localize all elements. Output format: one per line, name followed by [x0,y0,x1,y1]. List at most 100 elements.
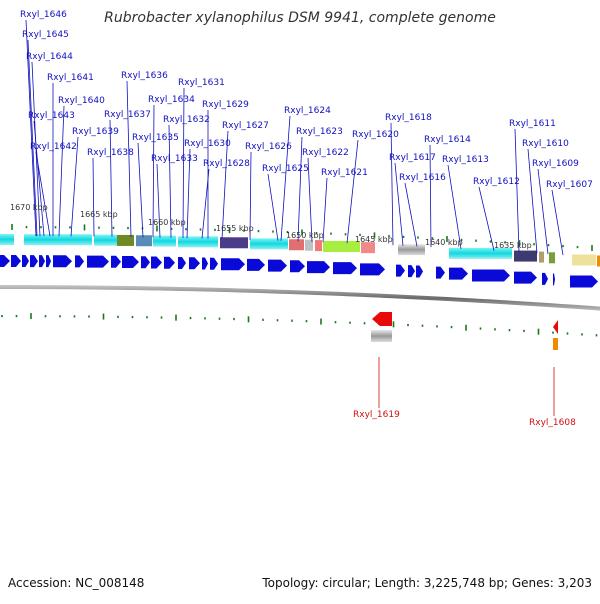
forward-gene-label: Rxyl_1645 [22,30,69,40]
gene-leader-line [109,119,113,237]
forward-gene-arrow [210,257,218,270]
gene-leader-line [35,151,51,237]
cog-category-bar [315,240,322,252]
scale-tick [349,321,351,324]
cog-category-bar [572,254,596,266]
gene-leader-line [25,19,37,237]
scale-tick [363,322,366,325]
reverse-gene-label: Rxyl_1619 [353,410,400,420]
scale-tick [508,329,511,332]
gene-leader-line [527,148,538,254]
gene-leader-line [322,177,328,243]
forward-gene-label: Rxyl_1609 [532,159,579,169]
scale-tick [465,324,467,331]
scale-tick [127,226,129,230]
scale-tick [276,319,279,322]
scale-tick [30,313,32,320]
forward-gene-label: Rxyl_1635 [132,133,179,143]
cog-category-bar [305,239,313,251]
scale-tick [272,230,274,233]
scale-tick [547,244,550,247]
reverse-gene-label: Rxyl_1608 [529,418,576,428]
cog-category-bar [361,242,375,254]
cog-category-bar [289,239,304,251]
scale-tick [494,328,496,331]
scale-tick [102,313,105,320]
scale-tick [189,316,192,320]
gene-leader-line [168,124,172,238]
scale-tick [218,317,221,320]
gene-leader-line [537,168,549,255]
reverse-gene-arrow [372,312,392,326]
scale-tick [446,235,448,242]
gene-leader-line [182,87,185,239]
forward-gene-label: Rxyl_1642 [30,142,77,152]
forward-gene-arrow [408,265,415,278]
forward-gene-arrow [53,255,72,268]
forward-gene-arrow [111,255,121,268]
gene-leader-line [346,139,359,244]
scale-tick [417,236,419,239]
forward-gene-label: Rxyl_1630 [184,139,231,149]
gene-leader-line [33,120,45,237]
accession-label: Accession: NC_008148 [8,576,145,590]
forward-gene-arrow [178,256,186,269]
scale-tick [392,321,395,328]
forward-gene-arrow [22,255,29,268]
kbp-tick-label: 1645 kbp [355,235,393,244]
scale-tick [69,226,71,229]
forward-gene-label: Rxyl_1607 [546,180,593,190]
forward-gene-arrow [449,267,468,280]
forward-gene-label: Rxyl_1637 [104,110,151,120]
forward-gene-label: Rxyl_1633 [151,154,198,164]
scale-tick [436,325,438,328]
scale-tick [533,243,535,246]
forward-gene-label: Rxyl_1622 [302,148,349,158]
gene-leader-line [447,164,462,249]
scale-tick [117,315,119,318]
cog-category-bar [323,240,360,252]
cog-category-bar [153,235,176,247]
cog-category-bar [549,252,555,264]
scale-tick [11,224,13,231]
cog-category-bar [24,234,92,246]
gene-leader-line [249,151,252,240]
topology-label: Topology: circular; Length: 3,225,748 bp… [262,576,592,590]
scale-tick [305,320,308,323]
forward-gene-label: Rxyl_1626 [245,142,292,152]
forward-gene-label: Rxyl_1646 [20,10,67,20]
gene-leader-line [478,186,495,251]
scale-tick [552,331,554,334]
scale-tick [160,316,163,319]
forward-gene-arrow [11,255,21,268]
forward-gene-arrow [360,263,385,276]
scale-tick [591,245,593,252]
cog-category-bar [117,234,134,246]
scale-tick [228,227,231,234]
scale-tick [581,333,583,336]
forward-gene-arrow [39,255,45,268]
gene-leader-line [137,142,144,238]
gene-leader-line [267,173,279,241]
forward-gene-label: Rxyl_1620 [352,130,399,140]
gene-leader-line [221,130,229,239]
scale-tick [88,315,90,318]
cog-category-bar [94,234,117,246]
forward-gene-arrow [46,255,51,268]
scale-tick [156,225,158,232]
cog-category-bar [250,238,288,250]
forward-gene-arrow [189,257,200,270]
forward-gene-label: Rxyl_1628 [203,159,250,169]
scale-tick [562,245,564,248]
cog-category-bar [371,330,392,342]
scale-tick [523,329,525,333]
forward-gene-arrow [542,272,548,285]
cog-category-bar [449,247,512,259]
scale-tick [54,226,57,229]
kbp-tick-label: 1655 kbp [216,224,254,233]
scale-tick [334,321,337,324]
forward-gene-label: Rxyl_1618 [385,113,432,123]
forward-gene-arrow [221,258,245,271]
cog-category-bar [539,251,544,263]
scale-tick [233,317,235,321]
